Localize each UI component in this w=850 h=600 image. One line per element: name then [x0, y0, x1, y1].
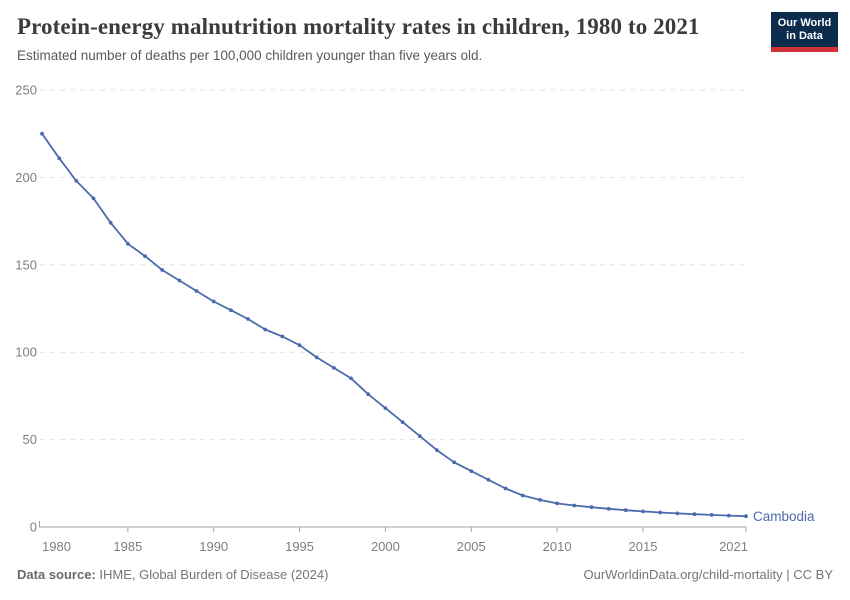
data-point[interactable] — [194, 289, 199, 293]
data-point[interactable] — [160, 268, 165, 272]
series-entity-label[interactable]: Cambodia — [753, 509, 815, 524]
x-tick-label: 1995 — [285, 539, 314, 554]
x-tick-label: 1990 — [199, 539, 228, 554]
data-point[interactable] — [280, 334, 285, 339]
data-point[interactable] — [744, 514, 748, 519]
y-tick-label: 250 — [15, 83, 37, 98]
y-tick-label: 0 — [30, 520, 37, 535]
data-point[interactable] — [692, 512, 697, 517]
page-subtitle: Estimated number of deaths per 100,000 c… — [17, 48, 483, 63]
x-tick-label: 2015 — [629, 539, 658, 554]
data-point[interactable] — [520, 493, 525, 498]
data-source-label: Data source: — [17, 567, 96, 582]
data-point[interactable] — [332, 366, 336, 370]
data-point[interactable] — [606, 506, 611, 511]
data-point[interactable] — [675, 511, 680, 516]
data-point[interactable] — [314, 355, 319, 360]
x-tick-label: 2010 — [543, 539, 572, 554]
owid-logo-line1: Our World — [777, 17, 832, 29]
y-tick-label: 100 — [15, 345, 37, 360]
data-point[interactable] — [417, 434, 422, 438]
data-point[interactable] — [709, 513, 714, 517]
data-point[interactable] — [400, 420, 405, 424]
y-tick-label: 150 — [15, 257, 37, 272]
x-tick-label: 2005 — [457, 539, 486, 554]
owid-logo-line2: in Data — [786, 30, 823, 42]
data-point[interactable] — [503, 486, 508, 491]
x-tick-label: 2000 — [371, 539, 400, 554]
data-point[interactable] — [366, 392, 371, 397]
data-point[interactable] — [623, 508, 628, 513]
data-point[interactable] — [40, 131, 44, 136]
data-point[interactable] — [469, 469, 474, 473]
data-point[interactable] — [108, 220, 113, 225]
data-point[interactable] — [452, 460, 456, 465]
data-point[interactable] — [126, 241, 130, 246]
chart-footer: Data source: IHME, Global Burden of Dise… — [17, 567, 833, 582]
data-point[interactable] — [383, 406, 388, 410]
data-point[interactable] — [246, 317, 250, 321]
x-tick-label: 2021 — [719, 539, 748, 554]
data-point[interactable] — [91, 196, 96, 201]
data-point[interactable] — [658, 510, 662, 515]
data-point[interactable] — [435, 448, 439, 452]
data-point[interactable] — [486, 477, 491, 482]
footer-license-link[interactable]: OurWorldinData.org/child-mortality | CC … — [583, 567, 834, 582]
x-tick-label: 1985 — [113, 539, 142, 554]
y-tick-label: 200 — [15, 170, 37, 185]
data-point[interactable] — [726, 513, 731, 518]
data-point[interactable] — [538, 498, 542, 502]
data-point[interactable] — [349, 376, 353, 381]
data-line-cambodia[interactable] — [41, 132, 747, 518]
data-point[interactable] — [143, 254, 147, 258]
data-source-value: IHME, Global Burden of Disease (2024) — [99, 567, 329, 582]
x-tick-label: 1980 — [42, 539, 71, 554]
data-point[interactable] — [211, 299, 216, 304]
data-point[interactable] — [177, 278, 182, 283]
data-point[interactable] — [74, 179, 79, 183]
data-point[interactable] — [572, 503, 577, 508]
owid-logo[interactable]: Our World in Data — [771, 12, 838, 52]
data-point[interactable] — [555, 501, 559, 506]
data-point[interactable] — [297, 343, 302, 348]
data-point[interactable] — [641, 509, 645, 514]
data-source-text: Data source: IHME, Global Burden of Dise… — [17, 567, 328, 582]
data-point[interactable] — [229, 308, 233, 313]
data-point[interactable] — [263, 327, 268, 332]
page-title: Protein-energy malnutrition mortality ra… — [17, 14, 700, 39]
data-point[interactable] — [589, 505, 594, 510]
y-tick-label: 50 — [23, 432, 37, 447]
data-point[interactable] — [57, 156, 62, 161]
